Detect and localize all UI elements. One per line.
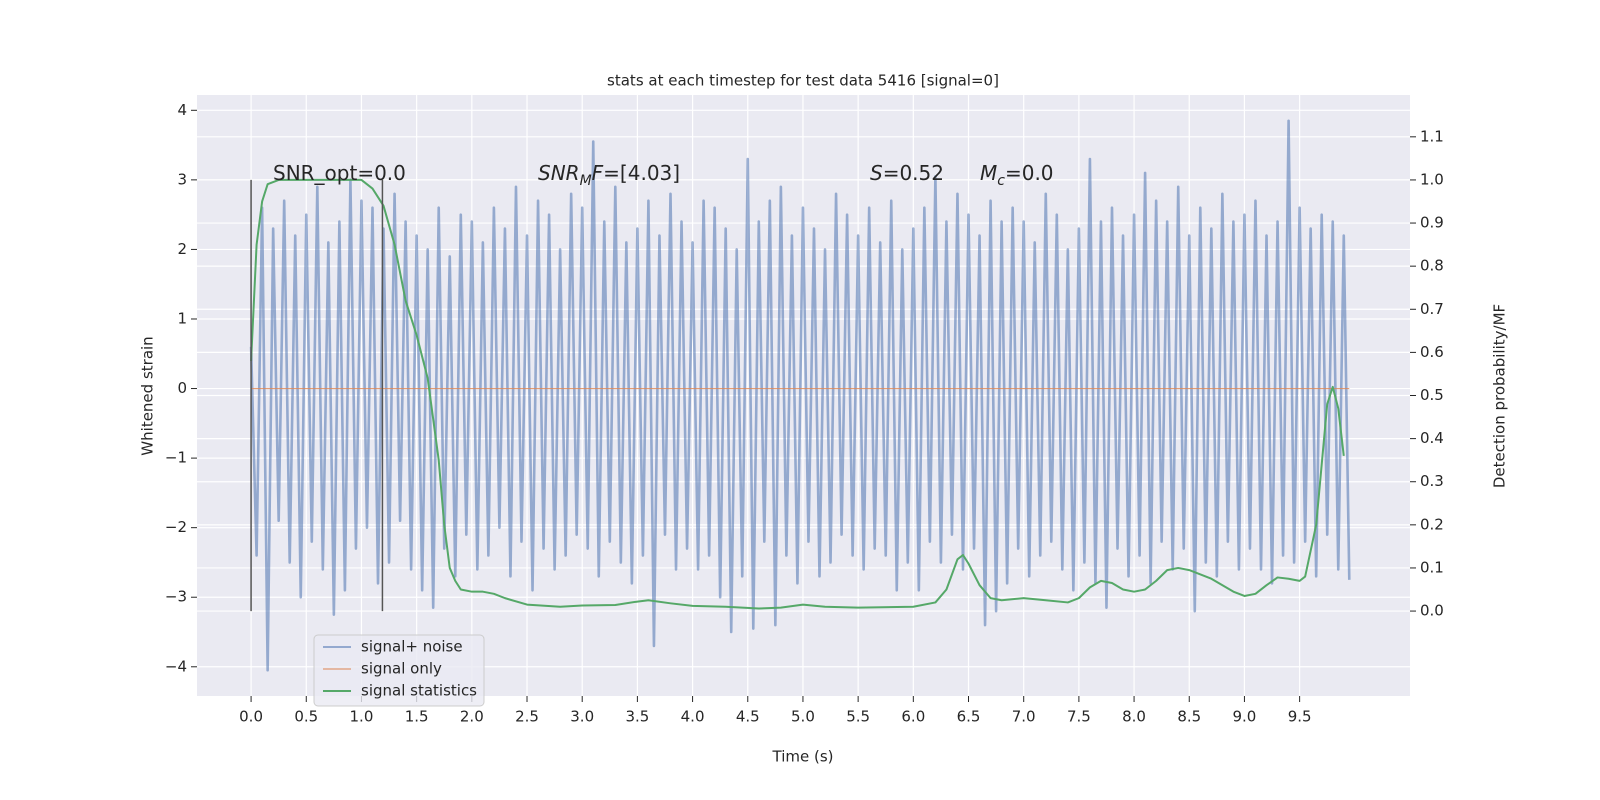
x-tick-label: 5.0 <box>791 708 815 726</box>
annotation-part: SNR_opt=0.0 <box>273 161 406 185</box>
y2-tick-label: 0.1 <box>1420 558 1444 576</box>
annotation-part: =[4.03] <box>603 161 680 185</box>
x-tick-label: 7.5 <box>1067 708 1091 726</box>
legend-box <box>313 634 485 707</box>
y2-tick-label: 0.5 <box>1420 386 1444 404</box>
y-tick-label: 3 <box>177 170 187 188</box>
x-tick-label: 8.0 <box>1122 708 1146 726</box>
y2-tick-label: 0.4 <box>1420 429 1444 447</box>
y2-tick-label: 0.0 <box>1420 602 1444 620</box>
x-tick-label: 1.0 <box>350 708 374 726</box>
y2-tick-label: 0.6 <box>1420 343 1444 361</box>
annotation: SNRMF=[4.03] <box>538 161 680 189</box>
legend-label: signal only <box>361 660 442 678</box>
y-tick-label: 2 <box>177 240 187 258</box>
x-tick-label: 3.0 <box>570 708 594 726</box>
x-tick-label: 9.0 <box>1233 708 1257 726</box>
x-tick-label: 4.5 <box>736 708 760 726</box>
annotation-part: M <box>980 161 997 185</box>
y2-tick-label: 0.8 <box>1420 257 1444 275</box>
x-tick-label: 4.0 <box>681 708 705 726</box>
y-tick-label: 0 <box>177 379 187 397</box>
annotation-part: SNR <box>538 161 580 185</box>
x-axis-label: Time (s) <box>772 748 834 766</box>
x-tick-label: 0.0 <box>239 708 263 726</box>
series-line <box>250 178 1345 610</box>
x-tick-label: 3.5 <box>625 708 649 726</box>
legend-label: signal+ noise <box>361 638 463 656</box>
y2-tick-label: 1.1 <box>1420 127 1444 145</box>
x-tick-label: 7.0 <box>1012 708 1036 726</box>
annotation-part: S <box>870 161 883 185</box>
y2-tick-label: 1.0 <box>1420 170 1444 188</box>
y-tick-label: 1 <box>177 309 187 327</box>
y2-tick-label: 0.2 <box>1420 515 1444 533</box>
annotation: SNR_opt=0.0 <box>273 161 406 185</box>
y2-tick-label: 0.3 <box>1420 472 1444 490</box>
y-tick-label: −2 <box>165 518 187 536</box>
annotation-part: =0.52 <box>883 161 944 185</box>
x-tick-label: 2.0 <box>460 708 484 726</box>
annotation-part: F <box>592 161 604 185</box>
x-tick-label: 9.5 <box>1288 708 1312 726</box>
x-tick-label: 1.5 <box>405 708 429 726</box>
chart-title: stats at each timestep for test data 541… <box>607 72 999 90</box>
y2-axis-label: Detection probability/MF <box>1491 304 1509 488</box>
annotation-part: =0.0 <box>1005 161 1054 185</box>
y-tick-label: 4 <box>177 101 187 119</box>
annotation: S=0.52 <box>870 161 944 185</box>
x-tick-label: 6.0 <box>901 708 925 726</box>
legend-label: signal statistics <box>361 682 477 700</box>
annotation-part: M <box>580 173 592 189</box>
y-tick-label: −3 <box>165 588 187 606</box>
x-tick-label: 2.5 <box>515 708 539 726</box>
x-tick-label: 5.5 <box>846 708 870 726</box>
y2-tick-label: 0.9 <box>1420 214 1444 232</box>
y2-tick-label: 0.7 <box>1420 300 1444 318</box>
series-line <box>249 119 1351 672</box>
x-tick-label: 0.5 <box>294 708 318 726</box>
y-tick-label: −4 <box>165 657 187 675</box>
x-tick-label: 8.5 <box>1177 708 1201 726</box>
annotation-part: c <box>997 173 1005 189</box>
y-tick-label: −1 <box>165 449 187 467</box>
x-tick-label: 6.5 <box>957 708 981 726</box>
y-axis-label: Whitened strain <box>139 336 157 455</box>
annotation: Mc=0.0 <box>980 161 1054 189</box>
